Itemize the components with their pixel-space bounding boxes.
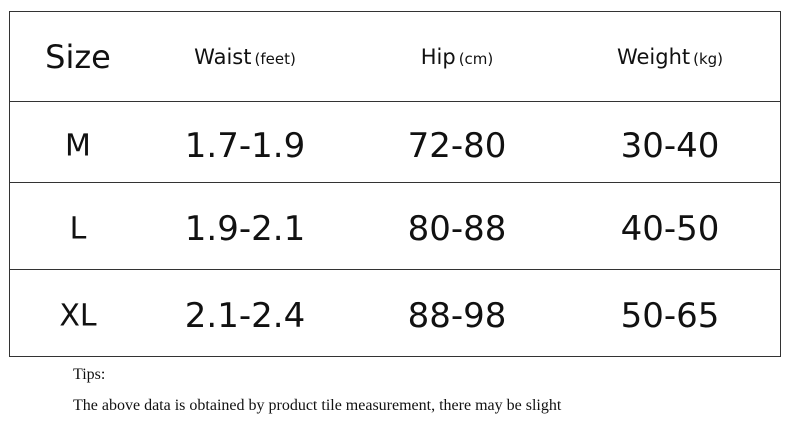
- tips-title: Tips:: [73, 366, 106, 383]
- header-label: Size: [45, 38, 111, 76]
- header-cell: Hip (cm): [421, 45, 494, 69]
- header-unit: (kg): [693, 50, 724, 68]
- table-cell: 88-98: [407, 296, 507, 336]
- header-cell: Weight (kg): [617, 45, 723, 69]
- table-cell: 30-40: [620, 126, 720, 166]
- header-label: Weight: [616, 45, 691, 69]
- header-unit: (cm): [458, 50, 494, 68]
- table-cell: 1.7-1.9: [184, 126, 306, 166]
- header-unit: (feet): [254, 50, 296, 68]
- table-cell: 1.9-2.1: [184, 209, 306, 249]
- row-rule: [9, 182, 781, 183]
- header-label: Waist: [194, 45, 252, 69]
- table-cell: 80-88: [407, 209, 507, 249]
- table-cell: 2.1-2.4: [184, 296, 306, 336]
- table-cell: L: [69, 211, 87, 247]
- header-cell: Waist (feet): [194, 45, 296, 69]
- table-cell: 72-80: [407, 126, 507, 166]
- row-rule: [9, 101, 781, 102]
- row-rule: [9, 269, 781, 270]
- table-cell: XL: [59, 298, 97, 334]
- tips-text: The above data is obtained by product ti…: [73, 397, 562, 414]
- table-frame: [9, 11, 781, 357]
- header-cell: Size: [45, 38, 111, 76]
- table-cell: 50-65: [620, 296, 720, 336]
- table-cell: M: [65, 128, 91, 164]
- table-cell: 40-50: [620, 209, 720, 249]
- header-label: Hip: [420, 45, 456, 69]
